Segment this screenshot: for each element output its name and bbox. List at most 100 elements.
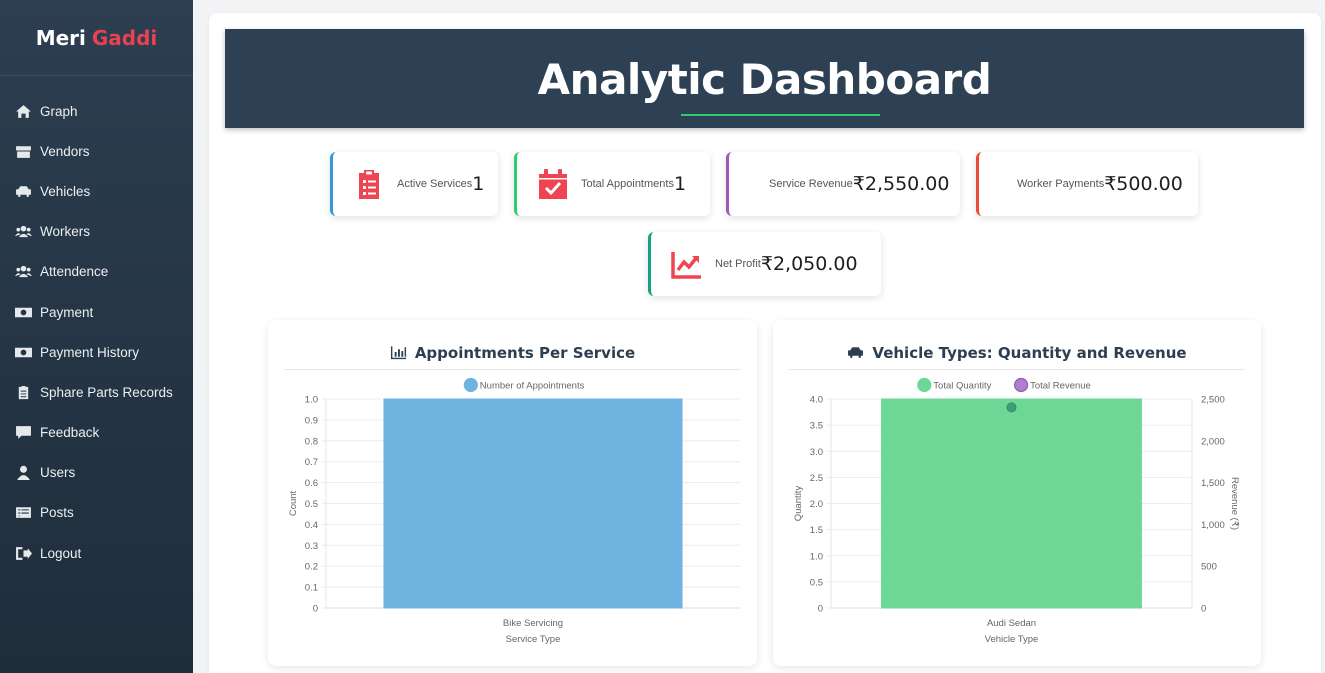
money-icon xyxy=(14,304,32,320)
x-tick-label: Bike Servicing xyxy=(503,618,563,629)
money-icon xyxy=(14,344,32,360)
bar xyxy=(383,398,683,609)
y-tick-label: 0.2 xyxy=(305,562,318,573)
sidebar-item-sphare-parts-records[interactable]: Sphare Parts Records xyxy=(0,372,193,412)
sidebar-item-workers[interactable]: Workers xyxy=(0,212,193,252)
chart-title: Appointments Per Service xyxy=(284,336,741,370)
stat-card-total-appointments: Total Appointments 1 xyxy=(514,152,710,216)
appointments-chart-card: Appointments Per Service 1.0 0.9 0.8 0.7 0.6… xyxy=(268,320,757,666)
sidebar-item-label: Logout xyxy=(40,545,82,561)
car-icon xyxy=(848,347,864,358)
y-tick-label: 0.5 xyxy=(305,499,318,510)
legend-swatch xyxy=(463,377,478,393)
y-axis-title: Count xyxy=(288,490,299,516)
logout-icon xyxy=(14,545,32,561)
sidebar-item-vendors[interactable]: Vendors xyxy=(0,131,193,171)
chart-line-icon xyxy=(671,248,703,280)
y2-tick-label: 1,000 xyxy=(1201,520,1225,531)
appointments-chart: 1.0 0.9 0.8 0.7 0.6 0.5 0.4 0.3 0.2 0.1 0 Bike Serv… xyxy=(288,377,740,645)
vehicle-types-chart-card: Vehicle Types: Quantity and Revenue 4.0 3… xyxy=(773,320,1261,666)
y-tick-label: 2.5 xyxy=(810,473,823,484)
sidebar-item-vehicles[interactable]: Vehicles xyxy=(0,171,193,211)
sidebar-nav: Graph Vendors Vehicles Workers Attendenc… xyxy=(0,76,193,573)
y-tick-label: 0.3 xyxy=(305,541,318,552)
list-icon xyxy=(14,505,32,521)
y-tick-label: 0.7 xyxy=(305,457,318,468)
user-icon xyxy=(14,465,32,481)
sidebar-item-posts[interactable]: Posts xyxy=(0,493,193,533)
legend-swatch xyxy=(1014,377,1029,393)
sidebar-item-payment[interactable]: Payment xyxy=(0,292,193,332)
brand-logo[interactable]: Meri Gaddi xyxy=(0,0,193,76)
car-icon xyxy=(14,183,32,199)
stat-label: Total Appointments xyxy=(581,178,674,190)
legend-swatch xyxy=(917,377,932,393)
y-tick-label: 0.1 xyxy=(305,583,318,594)
y2-tick-label: 2,000 xyxy=(1201,436,1225,447)
sidebar-item-label: Users xyxy=(40,465,76,481)
sidebar-item-payment-history[interactable]: Payment History xyxy=(0,332,193,372)
sidebar-item-feedback[interactable]: Feedback xyxy=(0,413,193,453)
sidebar-item-users[interactable]: Users xyxy=(0,453,193,493)
stat-card-service-revenue: Service Revenue ₹2,550.00 xyxy=(726,152,960,216)
sidebar-item-attendence[interactable]: Attendence xyxy=(0,252,193,292)
sidebar-item-label: Payment xyxy=(40,304,94,320)
stat-value: ₹2,050.00 xyxy=(760,253,858,275)
dashboard-banner: Analytic Dashboard xyxy=(225,29,1304,128)
title-underline xyxy=(681,114,880,116)
stat-value: ₹2,550.00 xyxy=(852,173,950,195)
sidebar-item-label: Sphare Parts Records xyxy=(40,384,173,400)
brand-first: Meri xyxy=(35,25,86,50)
y-tick-label: 3.5 xyxy=(810,421,823,432)
page-title: Analytic Dashboard xyxy=(537,55,992,104)
sidebar-item-logout[interactable]: Logout xyxy=(0,533,193,573)
stat-label: Service Revenue xyxy=(769,178,853,190)
brand-second: Gaddi xyxy=(91,25,158,50)
stat-label: Active Services xyxy=(397,178,473,190)
x-axis-title: Service Type xyxy=(506,634,561,645)
y-tick-label: 0.5 xyxy=(810,577,823,588)
y2-tick-label: 2,500 xyxy=(1201,395,1225,406)
sidebar-item-label: Payment History xyxy=(40,344,140,360)
y-tick-label: 0.9 xyxy=(305,415,318,426)
sidebar-item-label: Feedback xyxy=(40,425,100,441)
users-icon xyxy=(14,264,32,280)
x-tick-label: Audi Sedan xyxy=(987,618,1036,629)
sidebar-item-label: Workers xyxy=(40,224,91,240)
calendar-check-icon xyxy=(537,168,569,200)
y2-tick-label: 500 xyxy=(1201,562,1217,573)
y2-axis-title: Revenue (₹) xyxy=(1229,477,1240,530)
stat-label: Worker Payments xyxy=(1017,178,1105,190)
stat-value: 1 xyxy=(673,173,687,195)
y-axis-title: Quantity xyxy=(793,486,804,522)
bar xyxy=(881,398,1142,609)
home-icon xyxy=(14,103,32,119)
legend-label: Total Quantity xyxy=(933,381,991,392)
comment-icon xyxy=(14,425,32,441)
store-icon xyxy=(14,143,32,159)
legend-label: Number of Appointments xyxy=(480,381,585,392)
stat-card-active-services: Active Services 1 xyxy=(330,152,498,216)
sidebar: Meri Gaddi Graph Vendors Vehicles Workers… xyxy=(0,0,193,673)
y-tick-label: 0.6 xyxy=(305,478,318,489)
chart-title-text: Appointments Per Service xyxy=(414,343,636,362)
clipboard-icon xyxy=(14,384,32,400)
sidebar-item-label: Posts xyxy=(40,505,74,521)
y-tick-label: 3.0 xyxy=(810,447,823,458)
users-icon xyxy=(14,224,32,240)
sidebar-item-label: Graph xyxy=(40,103,78,119)
clipboard-list-icon xyxy=(353,168,385,200)
y-tick-label: 0.4 xyxy=(305,520,318,531)
y2-tick-label: 0 xyxy=(1201,604,1206,615)
sidebar-item-graph[interactable]: Graph xyxy=(0,91,193,131)
vehicle-types-chart: 4.0 3.5 3.0 2.5 2.0 1.5 1.0 0.5 0 2,500 2,000 1,500… xyxy=(793,377,1240,645)
main-panel: Analytic Dashboard Active Services 1 Tot… xyxy=(209,13,1321,673)
y2-tick-label: 1,500 xyxy=(1201,478,1225,489)
y-tick-label: 1.0 xyxy=(305,395,318,406)
chart-title: Vehicle Types: Quantity and Revenue xyxy=(789,336,1245,370)
y-tick-label: 1.0 xyxy=(810,551,823,562)
y-tick-label: 0 xyxy=(818,604,823,615)
sidebar-item-label: Vehicles xyxy=(40,183,91,199)
stat-label: Net Profit xyxy=(715,258,761,270)
y-tick-label: 4.0 xyxy=(810,395,823,406)
